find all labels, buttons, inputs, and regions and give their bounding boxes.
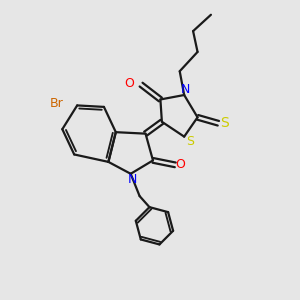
Text: S: S [220, 116, 229, 130]
Text: N: N [181, 83, 190, 96]
Text: O: O [125, 76, 134, 90]
Text: S: S [186, 136, 194, 148]
Text: O: O [176, 158, 186, 171]
Text: Br: Br [50, 98, 64, 110]
Text: N: N [128, 173, 137, 186]
